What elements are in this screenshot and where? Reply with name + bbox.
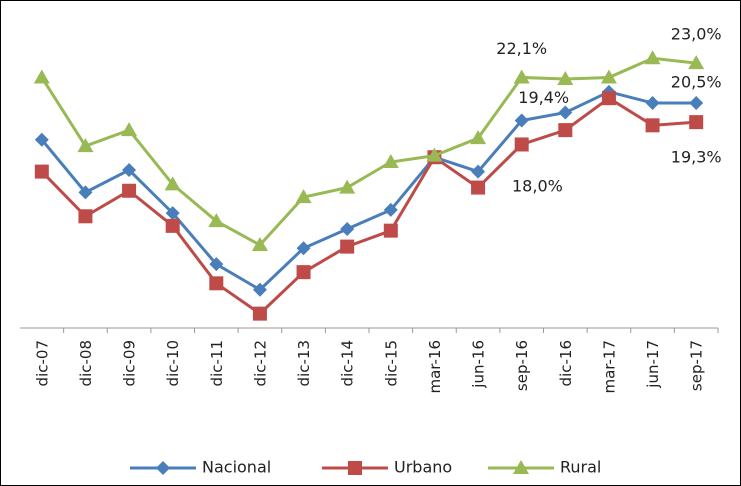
x-tick-label: dic-10 (164, 340, 182, 386)
marker (164, 176, 181, 191)
marker (165, 218, 180, 233)
marker (688, 55, 705, 70)
marker (557, 71, 574, 86)
x-tick-label: mar-17 (600, 340, 618, 394)
data-label: 22,1% (496, 39, 547, 58)
marker (340, 222, 355, 237)
data-label: 20,5% (671, 72, 722, 91)
marker (348, 461, 362, 475)
marker (514, 137, 529, 152)
marker (34, 132, 49, 147)
marker (689, 95, 704, 110)
marker (122, 183, 137, 198)
marker (514, 113, 529, 128)
marker (156, 461, 170, 475)
data-label: 23,0% (671, 25, 722, 44)
marker (644, 50, 661, 65)
marker (78, 209, 93, 224)
data-label: 19,3% (671, 148, 722, 167)
x-tick-label: dic-11 (208, 340, 226, 386)
series-line (40, 56, 697, 247)
legend-label: Urbano (394, 458, 452, 477)
marker (382, 154, 399, 169)
marker (645, 95, 660, 110)
marker (251, 237, 268, 252)
marker (339, 179, 356, 194)
data-label: 19,4% (518, 88, 569, 107)
marker (209, 276, 224, 291)
marker (470, 130, 487, 145)
x-tick-label: jun-16 (470, 340, 488, 389)
marker (122, 163, 137, 178)
marker (645, 118, 660, 133)
x-tick-label: dic-16 (557, 340, 575, 386)
x-tick-label: dic-07 (33, 340, 51, 386)
marker (689, 115, 704, 130)
legend-label: Rural (560, 458, 601, 477)
marker (33, 69, 50, 84)
marker (77, 138, 94, 153)
marker (340, 239, 355, 254)
marker (296, 241, 311, 256)
marker (209, 257, 224, 272)
annotation: 18,0% (512, 177, 563, 196)
series-line (40, 90, 697, 292)
marker (78, 185, 93, 200)
marker (426, 147, 443, 162)
x-tick-label: dic-09 (121, 340, 139, 386)
marker (208, 213, 225, 228)
marker (513, 69, 530, 84)
x-tick-label: dic-15 (382, 340, 400, 386)
marker (601, 91, 616, 106)
marker (252, 282, 267, 297)
marker (121, 122, 138, 137)
x-tick-label: sep-17 (688, 340, 706, 391)
x-tick-label: dic-13 (295, 340, 313, 386)
marker (296, 265, 311, 280)
marker (165, 206, 180, 221)
x-tick-label: dic-08 (77, 340, 95, 386)
marker (252, 306, 267, 321)
marker (558, 105, 573, 120)
x-tick-label: sep-16 (513, 340, 531, 391)
x-tick-label: mar-16 (426, 340, 444, 394)
marker (383, 223, 398, 238)
marker (471, 164, 486, 179)
series-line (40, 96, 697, 316)
legend-label: Nacional (202, 458, 271, 477)
marker (513, 460, 529, 474)
marker (295, 189, 312, 204)
marker (34, 164, 49, 179)
x-tick-label: dic-12 (251, 340, 269, 386)
marker (383, 202, 398, 217)
marker (558, 123, 573, 138)
marker (600, 69, 617, 84)
marker (471, 180, 486, 195)
x-tick-label: jun-17 (644, 340, 662, 389)
x-tick-label: dic-14 (339, 340, 357, 386)
